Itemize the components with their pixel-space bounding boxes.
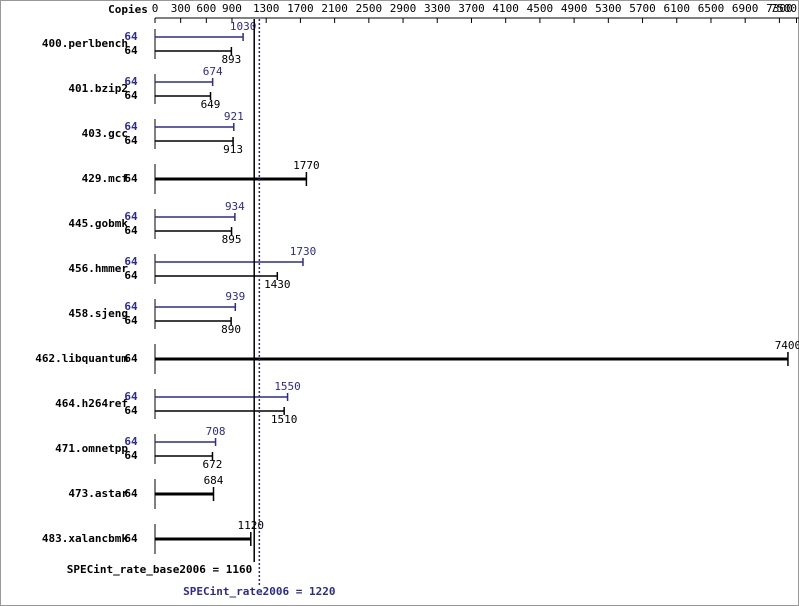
copies-label: 64 bbox=[124, 314, 138, 327]
benchmark-label: 471.omnetpp bbox=[55, 442, 128, 455]
x-tick-label: 4500 bbox=[527, 2, 554, 15]
x-tick-label: 2900 bbox=[390, 2, 417, 15]
copies-label: 64 bbox=[124, 44, 138, 57]
copies-label: 64 bbox=[124, 30, 138, 43]
x-tick-label: 2100 bbox=[321, 2, 348, 15]
x-tick-label: 3300 bbox=[424, 2, 451, 15]
x-tick-label: 0 bbox=[152, 2, 159, 15]
copies-header: Copies bbox=[108, 3, 148, 16]
x-tick-label: 1300 bbox=[253, 2, 280, 15]
copies-label: 64 bbox=[124, 487, 138, 500]
x-tick-label: 5700 bbox=[629, 2, 656, 15]
x-tick-label: 1700 bbox=[287, 2, 314, 15]
benchmark-label: 445.gobmk bbox=[68, 217, 128, 230]
x-tick-label: 7300 bbox=[766, 2, 793, 15]
x-tick-label: 4900 bbox=[561, 2, 588, 15]
value-label: 893 bbox=[221, 53, 241, 66]
value-label: 708 bbox=[206, 425, 226, 438]
copies-label: 64 bbox=[124, 134, 138, 147]
value-label: 1730 bbox=[290, 245, 317, 258]
x-tick-label: 300 bbox=[171, 2, 191, 15]
copies-label: 64 bbox=[124, 532, 138, 545]
copies-label: 64 bbox=[124, 404, 138, 417]
copies-label: 64 bbox=[124, 269, 138, 282]
value-label: 890 bbox=[221, 323, 241, 336]
benchmark-label: 403.gcc bbox=[82, 127, 128, 140]
copies-label: 64 bbox=[124, 224, 138, 237]
value-label: 684 bbox=[204, 474, 224, 487]
x-tick-label: 4100 bbox=[492, 2, 519, 15]
value-label: 7400 bbox=[775, 339, 799, 352]
benchmark-label: 473.astar bbox=[68, 487, 128, 500]
copies-label: 64 bbox=[124, 352, 138, 365]
value-label: 921 bbox=[224, 110, 244, 123]
copies-label: 64 bbox=[124, 255, 138, 268]
value-label: 934 bbox=[225, 200, 245, 213]
copies-label: 64 bbox=[124, 210, 138, 223]
x-tick-label: 900 bbox=[222, 2, 242, 15]
benchmark-label: 456.hmmer bbox=[68, 262, 128, 275]
x-tick-label: 600 bbox=[196, 2, 216, 15]
value-label: 1510 bbox=[271, 413, 298, 426]
x-tick-label: 7500 bbox=[771, 2, 798, 15]
value-label: 649 bbox=[201, 98, 221, 111]
value-label: 1770 bbox=[293, 159, 320, 172]
benchmark-label: 483.xalancbmk bbox=[42, 532, 128, 545]
copies-label: 64 bbox=[124, 89, 138, 102]
x-tick-label: 2500 bbox=[356, 2, 383, 15]
reference-label: SPECint_rate_base2006 = 1160 bbox=[67, 563, 252, 576]
copies-label: 64 bbox=[124, 390, 138, 403]
copies-label: 64 bbox=[124, 75, 138, 88]
reference-label: SPECint_rate2006 = 1220 bbox=[183, 585, 335, 598]
x-tick-label: 3700 bbox=[458, 2, 485, 15]
x-tick-label: 6500 bbox=[698, 2, 725, 15]
x-tick-label: 6100 bbox=[664, 2, 691, 15]
copies-label: 64 bbox=[124, 449, 138, 462]
copies-label: 64 bbox=[124, 435, 138, 448]
benchmark-label: 401.bzip2 bbox=[68, 82, 128, 95]
copies-label: 64 bbox=[124, 120, 138, 133]
benchmark-label: 458.sjeng bbox=[68, 307, 128, 320]
value-label: 939 bbox=[225, 290, 245, 303]
value-label: 1120 bbox=[238, 519, 265, 532]
value-label: 674 bbox=[203, 65, 223, 78]
copies-label: 64 bbox=[124, 300, 138, 313]
value-label: 913 bbox=[223, 143, 243, 156]
benchmark-label: 400.perlbench bbox=[42, 37, 128, 50]
value-label: 1030 bbox=[230, 20, 257, 33]
x-tick-label: 6900 bbox=[732, 2, 759, 15]
value-label: 1550 bbox=[274, 380, 301, 393]
value-label: 1430 bbox=[264, 278, 291, 291]
benchmark-label: 429.mcf bbox=[82, 172, 128, 185]
copies-label: 64 bbox=[124, 172, 138, 185]
value-label: 895 bbox=[222, 233, 242, 246]
benchmark-label: 464.h264ref bbox=[55, 397, 128, 410]
x-tick-label: 5300 bbox=[595, 2, 622, 15]
value-label: 672 bbox=[203, 458, 223, 471]
benchmark-label: 462.libquantum bbox=[35, 352, 128, 365]
